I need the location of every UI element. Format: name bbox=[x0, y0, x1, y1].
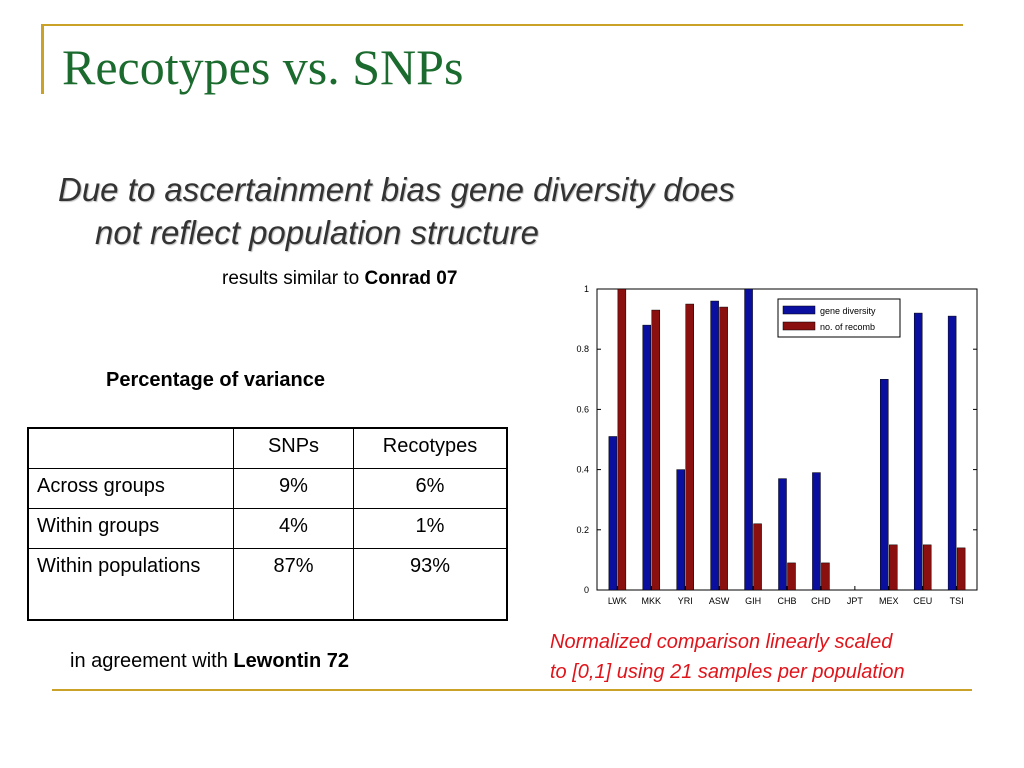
bar-chart: 0 0.2 0.4 0.6 0.8 1 LWK MKK YRI ASW GIH CHB CHD JPT ME… bbox=[576, 284, 978, 606]
bar-gene-diversity bbox=[880, 379, 889, 591]
variance-table: SNPs Recotypes Across groups 9% 6% Withi… bbox=[27, 427, 508, 621]
agreement-note-ref: Lewontin 72 bbox=[233, 650, 349, 672]
table-cell: 9% bbox=[233, 468, 354, 509]
results-note-prefix: results similar to bbox=[222, 268, 365, 289]
decorative-bottom-line bbox=[52, 689, 972, 691]
table-cell: Within groups bbox=[27, 508, 234, 549]
table-cell: 4% bbox=[233, 508, 354, 549]
legend-swatch bbox=[782, 305, 816, 315]
slide-title: Recotypes vs. SNPs bbox=[62, 39, 464, 95]
legend-box bbox=[777, 298, 901, 338]
table-row: Within populations 87% 93% bbox=[27, 548, 508, 621]
legend-label: no. of recomb bbox=[820, 322, 875, 332]
results-note: results similar to Conrad 07 bbox=[222, 268, 457, 290]
bullet-line-1: Due to ascertainment bias gene diversity… bbox=[58, 171, 735, 208]
bar-no-of-recomb bbox=[889, 544, 898, 591]
x-tick-label: CEU bbox=[913, 596, 932, 606]
bar-no-of-recomb bbox=[651, 309, 661, 591]
bar-no-of-recomb bbox=[821, 562, 830, 591]
bar-gene-diversity bbox=[608, 436, 618, 591]
table-header-cell: Recotypes bbox=[353, 427, 508, 469]
bar-no-of-recomb bbox=[753, 523, 762, 591]
bullet-text: Due to ascertainment bias gene diversity… bbox=[58, 168, 958, 254]
bar-gene-diversity bbox=[642, 324, 652, 591]
bar-gene-diversity bbox=[710, 300, 719, 591]
table-row: Within groups 4% 1% bbox=[27, 508, 508, 549]
bar-no-of-recomb bbox=[685, 303, 694, 591]
plot-area bbox=[596, 288, 978, 591]
decorative-top-line bbox=[41, 24, 963, 26]
table-header-cell: SNPs bbox=[233, 427, 354, 469]
table-header-cell bbox=[27, 427, 234, 469]
table-cell: 6% bbox=[353, 468, 508, 509]
x-tick-label: GIH bbox=[745, 596, 761, 606]
caption-line-2: to [0,1] using 21 samples per population bbox=[550, 661, 905, 683]
legend-swatch bbox=[782, 321, 816, 331]
x-tick-label: JPT bbox=[847, 596, 864, 606]
x-tick-label: MEX bbox=[879, 596, 899, 606]
bar-no-of-recomb bbox=[956, 547, 966, 591]
y-tick-label: 0.6 bbox=[576, 404, 589, 414]
bar-no-of-recomb bbox=[922, 544, 932, 591]
results-note-ref: Conrad 07 bbox=[364, 268, 458, 289]
x-tick-label: CHB bbox=[777, 596, 796, 606]
chart-caption: Normalized comparison linearly scaled to… bbox=[550, 627, 905, 687]
bar-gene-diversity bbox=[947, 315, 957, 591]
y-tick-label: 0.2 bbox=[576, 525, 589, 535]
table-cell: Within populations bbox=[27, 548, 234, 621]
x-tick-label: YRI bbox=[678, 596, 693, 606]
decorative-vertical-line bbox=[41, 26, 44, 94]
bar-gene-diversity bbox=[778, 478, 787, 591]
table-row: Across groups 9% 6% bbox=[27, 468, 508, 509]
y-tick-label: 0.4 bbox=[576, 465, 589, 475]
caption-line-1: Normalized comparison linearly scaled bbox=[550, 631, 893, 653]
x-tick-label: ASW bbox=[709, 596, 730, 606]
bar-gene-diversity bbox=[913, 312, 923, 591]
table-cell: 1% bbox=[353, 508, 508, 549]
x-tick-label: TSI bbox=[950, 596, 964, 606]
agreement-note-prefix: in agreement with bbox=[70, 650, 234, 672]
bar-gene-diversity bbox=[744, 288, 753, 591]
bar-no-of-recomb bbox=[787, 562, 796, 591]
bar-no-of-recomb bbox=[617, 288, 627, 591]
bar-gene-diversity bbox=[812, 472, 821, 591]
table-cell: 93% bbox=[353, 548, 508, 621]
y-tick-label: 1 bbox=[584, 284, 589, 294]
bullet-line-2: not reflect population structure bbox=[95, 214, 539, 251]
legend-label: gene diversity bbox=[820, 306, 876, 316]
x-tick-label: CHD bbox=[811, 596, 831, 606]
table-title: Percentage of variance bbox=[106, 369, 325, 391]
x-tick-label: MKK bbox=[642, 596, 662, 606]
x-tick-label: LWK bbox=[608, 596, 627, 606]
bar-gene-diversity bbox=[676, 469, 685, 591]
table-cell: 87% bbox=[233, 548, 354, 621]
table-cell: Across groups bbox=[27, 468, 234, 509]
bar-no-of-recomb bbox=[719, 306, 728, 591]
y-tick-label: 0.8 bbox=[576, 344, 589, 354]
y-tick-label: 0 bbox=[584, 585, 589, 595]
table-header-row: SNPs Recotypes bbox=[27, 427, 508, 469]
agreement-note: in agreement with Lewontin 72 bbox=[70, 650, 349, 673]
